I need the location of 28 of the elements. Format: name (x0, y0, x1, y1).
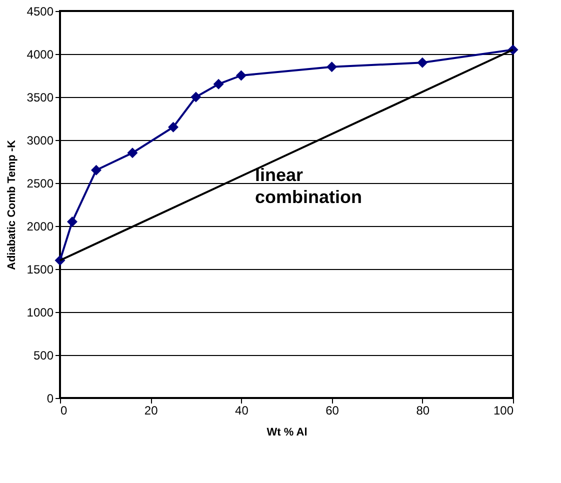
y-tick-label: 500 (33, 348, 54, 362)
y-tick-label: 4500 (26, 4, 54, 18)
x-tick-label: 20 (144, 404, 158, 418)
annotation: linear combination (255, 165, 362, 207)
point (326, 62, 338, 72)
point (127, 148, 138, 158)
point (213, 78, 224, 90)
point (236, 70, 246, 81)
point (168, 122, 178, 132)
x-tick-label: 60 (326, 404, 340, 418)
y-tick-label: 1500 (26, 262, 54, 276)
y-tick-label: 2500 (26, 176, 54, 190)
x-axis-title: Wt % Al (266, 426, 308, 438)
y-tick-label: 0 (46, 392, 54, 406)
point (90, 164, 102, 176)
point (190, 92, 202, 102)
y-tick-label: 3500 (26, 90, 54, 104)
y-tick-label: 4000 (26, 48, 54, 62)
x-tick-label: 100 (493, 404, 514, 418)
point (66, 216, 78, 227)
x-tick-label: 0 (60, 404, 68, 418)
y-axis-title: Adiabatic Comb Temp -K (6, 140, 18, 270)
y-tick-label: 3000 (26, 134, 54, 148)
y-tick-label: 1000 (26, 306, 54, 320)
x-tick-label: 40 (235, 404, 249, 418)
y-tick-label: 2000 (26, 220, 54, 234)
point (417, 57, 428, 68)
x-tick-label: 80 (416, 404, 430, 418)
